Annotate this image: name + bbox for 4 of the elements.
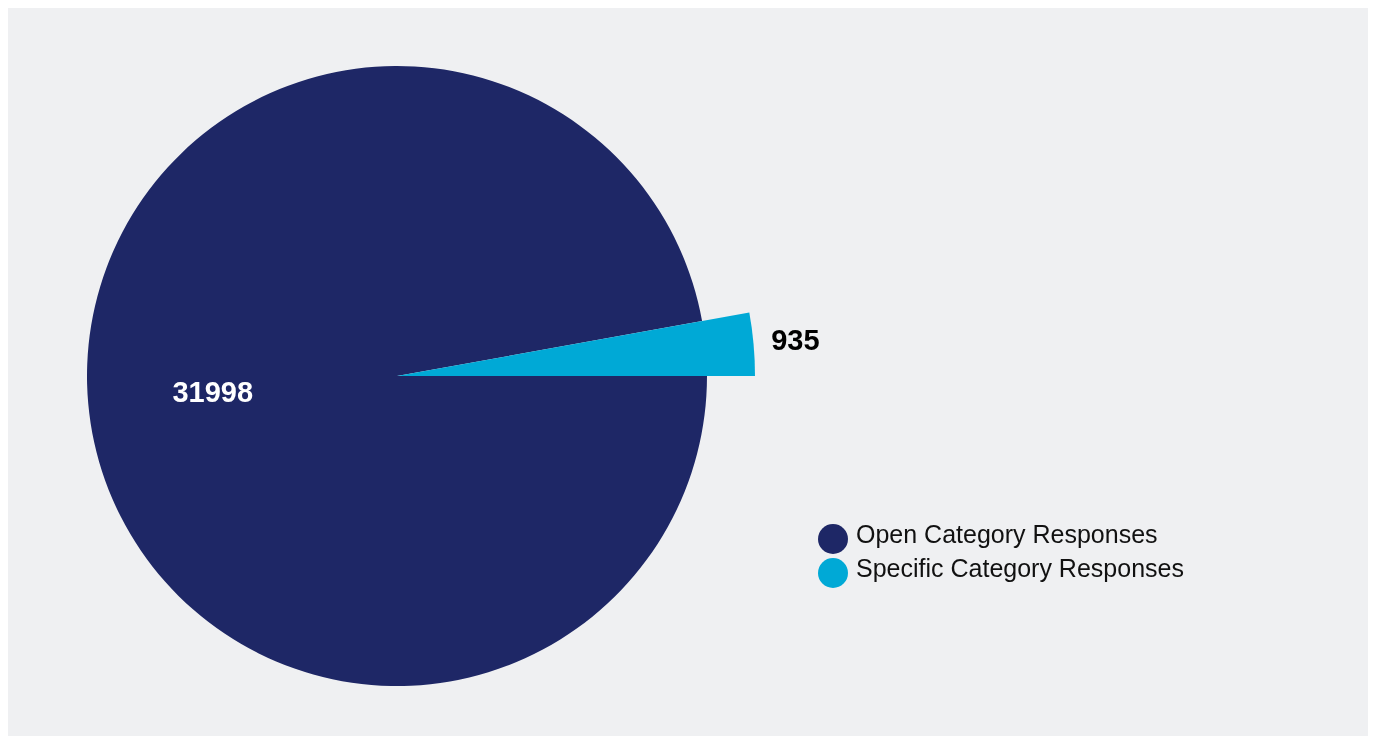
data-label: 31998 [172,376,254,409]
legend-label: Open Category Responses [856,520,1158,548]
data-label: 935 [771,324,820,357]
legend-label: Specific Category Responses [856,553,1184,582]
